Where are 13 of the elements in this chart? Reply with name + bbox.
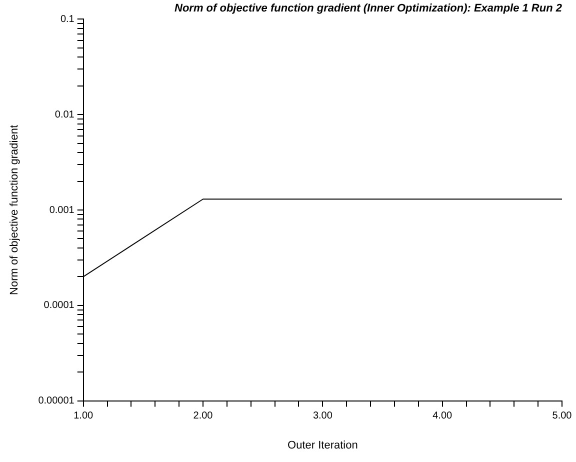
x-tick-label: 1.00 (74, 410, 94, 422)
x-tick-label: 4.00 (432, 410, 453, 422)
x-tick-label: 5.00 (552, 410, 572, 422)
y-tick-label: 0.001 (49, 204, 75, 216)
y-tick-label: 0.0001 (44, 300, 75, 312)
y-axis-title: Norm of objective function gradient (8, 125, 21, 295)
x-axis-title: Outer Iteration (288, 439, 358, 452)
y-tick-label: 0.01 (54, 109, 75, 120)
y-tick-label: 0.00001 (38, 396, 75, 407)
x-tick-label: 3.00 (312, 410, 333, 422)
x-tick-label: 2.00 (193, 410, 214, 422)
chart-title: Norm of objective function gradient (Inner Optimization): Example 1 Run 2 (174, 2, 562, 15)
y-tick-label: 0.1 (60, 14, 75, 25)
